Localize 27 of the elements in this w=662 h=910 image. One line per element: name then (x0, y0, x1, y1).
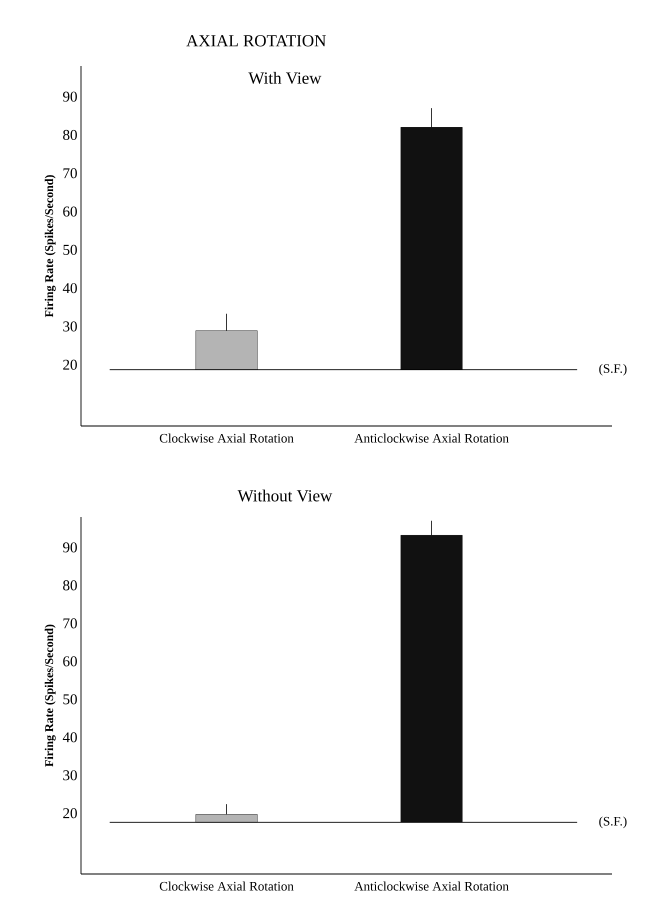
y-tick-label: 60 (63, 206, 77, 217)
y-tick-label: 50 (63, 244, 77, 255)
y-tick-label: 20 (63, 360, 77, 370)
y-tick-label: 40 (62, 732, 77, 742)
ref-line-label: (S.F.) (599, 364, 627, 376)
y-tick-label: 40 (62, 283, 77, 294)
chart-title: Without View (238, 490, 332, 502)
y-tick-label: 60 (63, 656, 77, 666)
chart-title: AXIAL ROTATION (186, 35, 326, 46)
ref-line-label: (S.F.) (599, 816, 627, 828)
y-axis-title: Firing Rate (Spikes/Second) (44, 624, 56, 767)
x-tick-label: Clockwise Axial Rotation (160, 882, 294, 891)
y-axis-title: Firing Rate (Spikes/Second) (44, 175, 56, 318)
y-tick-label: 80 (63, 580, 77, 590)
y-tick-label: 70 (64, 168, 77, 178)
x-tick-label: Anticlockwise Axial Rotation (354, 882, 509, 891)
y-tick-label: 80 (63, 130, 77, 140)
y-tick-label: 90 (63, 542, 77, 552)
y-tick-label: 70 (64, 618, 77, 628)
y-tick-label: 90 (63, 92, 77, 102)
y-tick-label: 50 (63, 694, 77, 704)
y-tick-label: 20 (63, 808, 77, 818)
x-tick-label: Anticlockwise Axial Rotation (354, 434, 509, 443)
x-tick-label: Clockwise Axial Rotation (160, 434, 294, 443)
chart-subtitle: With View (248, 72, 322, 84)
y-tick-label: 30 (63, 770, 77, 780)
y-tick-label: 30 (63, 321, 77, 332)
